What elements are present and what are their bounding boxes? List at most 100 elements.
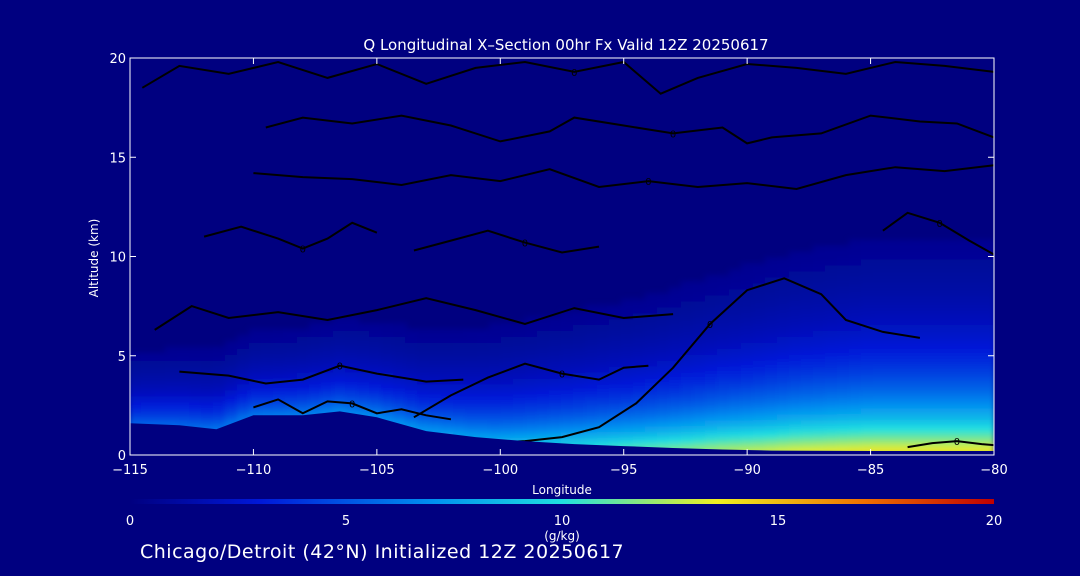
heatmap-cell xyxy=(261,328,275,337)
heatmap-cell xyxy=(633,299,647,308)
heatmap-cell xyxy=(885,317,899,325)
heatmap-cell xyxy=(933,275,947,284)
heatmap-cell xyxy=(609,436,623,445)
heatmap-cell xyxy=(777,305,791,314)
heatmap-cell xyxy=(309,376,323,385)
heatmap-cell xyxy=(201,400,215,409)
heatmap-cell xyxy=(525,430,539,439)
heatmap-cell xyxy=(765,322,779,331)
heatmap-cell xyxy=(957,322,971,331)
heatmap-cell xyxy=(561,394,575,403)
heatmap-cell xyxy=(945,269,959,278)
heatmap-cell xyxy=(933,340,947,349)
heatmap-cell xyxy=(573,364,587,373)
heatmap-cell xyxy=(549,328,563,337)
heatmap-cell xyxy=(717,340,731,349)
heatmap-cell xyxy=(705,370,719,379)
heatmap-cell xyxy=(429,340,443,349)
heatmap-cell xyxy=(777,394,791,403)
heatmap-cell xyxy=(525,376,539,385)
heatmap-cell xyxy=(717,382,731,391)
heatmap-cell xyxy=(453,412,467,421)
heatmap-cell xyxy=(873,430,887,439)
heatmap-cell xyxy=(393,376,407,385)
heatmap-cell xyxy=(681,382,695,391)
heatmap-cell xyxy=(957,436,971,445)
heatmap-cell xyxy=(693,418,707,427)
heatmap-cell xyxy=(789,287,803,296)
heatmap-cell xyxy=(681,400,695,409)
heatmap-cell xyxy=(861,430,875,439)
heatmap-cell xyxy=(705,388,719,397)
heatmap-cell xyxy=(165,400,179,409)
heatmap-cell xyxy=(525,322,539,331)
heatmap-cell xyxy=(261,382,275,391)
heatmap-cell xyxy=(669,305,683,314)
heatmap-cell xyxy=(801,352,815,361)
heatmap-cell xyxy=(957,293,971,302)
heatmap-cell xyxy=(645,406,659,415)
heatmap-cell xyxy=(909,305,923,314)
heatmap-cell xyxy=(309,340,323,349)
heatmap-cell xyxy=(921,412,935,421)
heatmap-cell xyxy=(609,370,623,379)
heatmap-cell xyxy=(130,418,143,427)
heatmap-cell xyxy=(789,394,803,403)
heatmap-cell xyxy=(969,418,983,427)
heatmap-cell xyxy=(465,370,479,379)
heatmap-cell xyxy=(693,430,707,439)
heatmap-cell xyxy=(621,382,635,391)
heatmap-cell xyxy=(945,251,959,260)
heatmap-cell xyxy=(813,430,827,439)
heatmap-cell xyxy=(597,430,611,439)
heatmap-cell xyxy=(909,239,923,248)
heatmap-cell xyxy=(621,364,635,373)
heatmap-cell xyxy=(813,334,827,343)
heatmap-cell xyxy=(849,346,863,355)
heatmap-cell xyxy=(597,412,611,421)
heatmap-cell xyxy=(585,328,599,337)
heatmap-cell xyxy=(333,334,347,343)
heatmap-cell xyxy=(669,376,683,385)
heatmap-cell xyxy=(969,436,983,445)
heatmap-cell xyxy=(681,376,695,385)
heatmap-cell xyxy=(969,358,983,367)
heatmap-cell xyxy=(957,418,971,427)
heatmap-cell xyxy=(957,358,971,367)
heatmap-cell xyxy=(837,263,851,272)
heatmap-cell xyxy=(621,334,635,343)
heatmap-cell xyxy=(861,436,875,445)
contour-line xyxy=(203,221,378,250)
heatmap-cell xyxy=(405,352,419,361)
heatmap-cell xyxy=(885,340,899,349)
heatmap-cell xyxy=(477,334,491,343)
heatmap-cell xyxy=(633,311,647,320)
heatmap-cell xyxy=(873,382,887,391)
heatmap-cell xyxy=(705,293,719,302)
heatmap-cell xyxy=(789,352,803,361)
heatmap-cell xyxy=(825,382,839,391)
heatmap-cell xyxy=(981,406,994,415)
heatmap-cell xyxy=(897,311,911,320)
heatmap-cell xyxy=(897,275,911,284)
heatmap-cell xyxy=(753,317,767,325)
heatmap-cell xyxy=(130,388,143,397)
heatmap-cell xyxy=(945,281,959,290)
heatmap-cell xyxy=(417,334,431,343)
heatmap-cell xyxy=(249,406,263,415)
heatmap-cell xyxy=(837,406,851,415)
heatmap-cell xyxy=(357,334,371,343)
heatmap-cell xyxy=(897,358,911,367)
heatmap-cell xyxy=(345,317,359,325)
heatmap-cell xyxy=(357,382,371,391)
heatmap-cell xyxy=(657,358,671,367)
heatmap-cell xyxy=(369,370,383,379)
contour-label: 0 xyxy=(522,239,528,250)
heatmap-cell xyxy=(693,382,707,391)
heatmap-cell xyxy=(945,412,959,421)
heatmap-cell xyxy=(933,412,947,421)
heatmap-cell xyxy=(549,376,563,385)
heatmap-cell xyxy=(729,412,743,421)
heatmap-cell xyxy=(537,322,551,331)
heatmap-cell xyxy=(261,400,275,409)
